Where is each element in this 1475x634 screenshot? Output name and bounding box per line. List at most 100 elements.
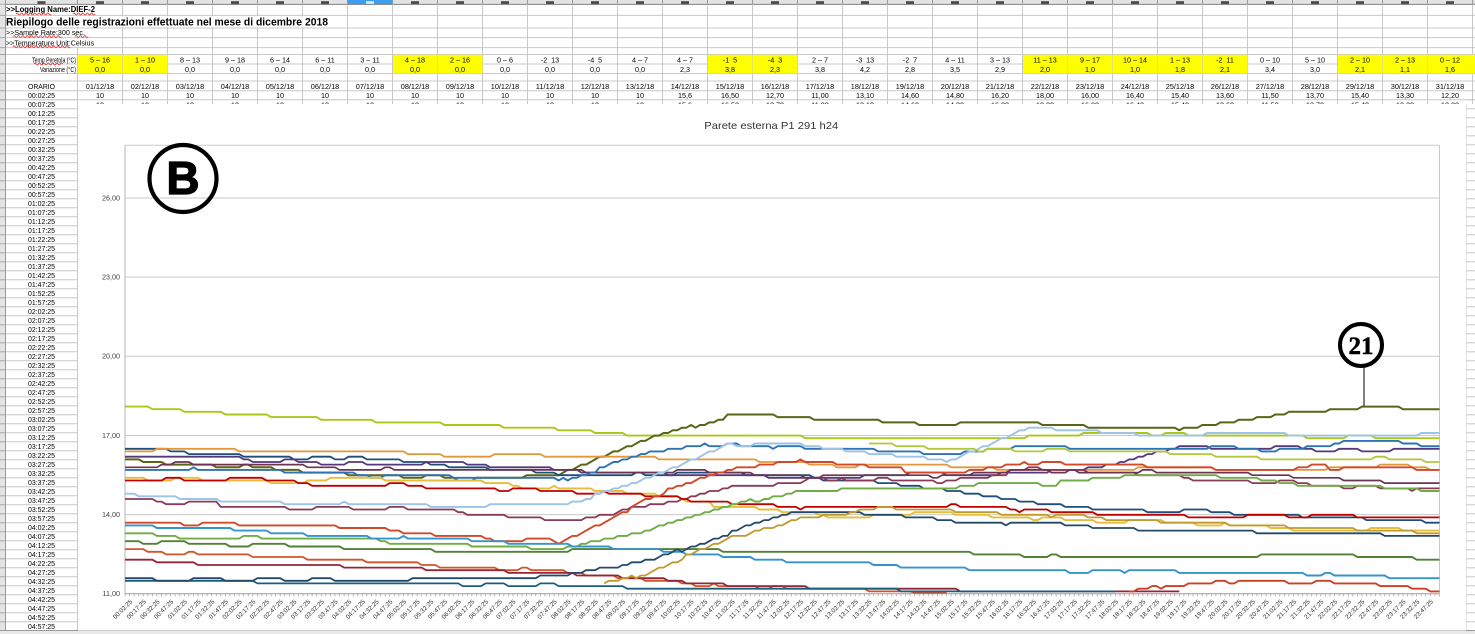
svg-text:0,0: 0,0 [455,65,465,74]
svg-text:2 – 7: 2 – 7 [812,56,828,65]
svg-text:02:47:25: 02:47:25 [28,388,55,397]
svg-text:02:52:25: 02:52:25 [28,397,55,406]
svg-text:3,0: 3,0 [1310,65,1320,74]
svg-text:01:42:25: 01:42:25 [28,271,55,280]
svg-text:03:12:25: 03:12:25 [28,433,55,442]
svg-text:04:22:25: 04:22:25 [28,559,55,568]
svg-text:11 – 13: 11 – 13 [1033,56,1056,65]
svg-text:05/12/18: 05/12/18 [266,82,295,91]
svg-text:1 – 13: 1 – 13 [1170,56,1190,65]
svg-text:01:27:25: 01:27:25 [28,244,55,253]
svg-text:4 – 7: 4 – 7 [677,56,693,65]
svg-text:10: 10 [276,91,284,100]
svg-text:>>Temperature Unit:Celsius: >>Temperature Unit:Celsius [6,38,94,47]
svg-text:10: 10 [591,91,599,100]
svg-text:0,0: 0,0 [95,65,105,74]
svg-text:1,0: 1,0 [1085,65,1095,74]
svg-text:0,0: 0,0 [140,65,150,74]
svg-text:04:57:25: 04:57:25 [28,622,55,631]
svg-text:02:42:25: 02:42:25 [28,379,55,388]
svg-text:02:22:25: 02:22:25 [28,343,55,352]
svg-text:10/12/18: 10/12/18 [491,82,520,91]
svg-text:01:17:25: 01:17:25 [28,226,55,235]
svg-text:03:32:25: 03:32:25 [28,469,55,478]
svg-text:6 – 11: 6 – 11 [315,56,334,65]
svg-text:02:07:25: 02:07:25 [28,316,55,325]
svg-text:0,0: 0,0 [185,65,195,74]
svg-text:08/12/18: 08/12/18 [401,82,430,91]
svg-text:01/12/18: 01/12/18 [86,82,115,91]
svg-text:3,5: 3,5 [950,65,960,74]
svg-text:17/12/18: 17/12/18 [806,82,835,91]
svg-text:17,00: 17,00 [102,431,120,440]
svg-text:10: 10 [321,91,329,100]
svg-text:02:32:25: 02:32:25 [28,361,55,370]
svg-text:03:17:25: 03:17:25 [28,442,55,451]
svg-text:14/12/18: 14/12/18 [671,82,700,91]
svg-text:00:17:25: 00:17:25 [28,118,55,127]
svg-text:-2 7: -2 7 [903,56,917,65]
svg-text:13,60: 13,60 [1216,91,1234,100]
svg-text:0 – 10: 0 – 10 [1260,56,1280,65]
svg-text:16,50: 16,50 [721,91,739,100]
svg-text:12,70: 12,70 [766,91,784,100]
svg-text:30/12/18: 30/12/18 [1391,82,1420,91]
svg-text:4 – 18: 4 – 18 [405,56,425,65]
svg-text:03:22:25: 03:22:25 [28,451,55,460]
svg-text:-4 3: -4 3 [768,56,782,65]
svg-text:01:32:25: 01:32:25 [28,253,55,262]
svg-text:>>Logging Name:DIEF-2: >>Logging Name:DIEF-2 [6,4,95,14]
svg-text:8 – 13: 8 – 13 [180,56,200,65]
svg-text:00:32:25: 00:32:25 [28,145,55,154]
svg-text:04:47:25: 04:47:25 [28,604,55,613]
svg-text:31/12/18: 31/12/18 [1436,82,1465,91]
svg-text:5 – 16: 5 – 16 [90,56,110,65]
svg-text:-3 13: -3 13 [856,56,874,65]
svg-text:2 – 13: 2 – 13 [1395,56,1415,65]
svg-text:03:37:25: 03:37:25 [28,478,55,487]
svg-text:11/12/18: 11/12/18 [536,82,565,91]
svg-text:14,80: 14,80 [946,91,964,100]
svg-text:04:12:25: 04:12:25 [28,541,55,550]
svg-text:27/12/18: 27/12/18 [1256,82,1285,91]
svg-text:0,0: 0,0 [275,65,285,74]
svg-text:00:37:25: 00:37:25 [28,154,55,163]
svg-text:Temp Peretola (°C): Temp Peretola (°C) [32,56,76,65]
svg-text:2 – 16: 2 – 16 [450,56,470,65]
svg-text:10: 10 [141,91,149,100]
svg-text:Variazione (°C): Variazione (°C) [40,65,76,74]
svg-text:03/12/18: 03/12/18 [176,82,205,91]
svg-text:00:52:25: 00:52:25 [28,181,55,190]
svg-text:2 – 10: 2 – 10 [1350,56,1370,65]
svg-text:2,3: 2,3 [680,65,690,74]
svg-text:13,70: 13,70 [1306,91,1324,100]
svg-text:01:22:25: 01:22:25 [28,235,55,244]
svg-text:01:57:25: 01:57:25 [28,298,55,307]
svg-text:20/12/18: 20/12/18 [941,82,970,91]
svg-text:15,6: 15,6 [678,91,692,100]
svg-text:0,0: 0,0 [590,65,600,74]
svg-text:10: 10 [501,91,509,100]
svg-text:03:27:25: 03:27:25 [28,460,55,469]
svg-text:14,00: 14,00 [102,510,120,519]
svg-text:00:42:25: 00:42:25 [28,163,55,172]
svg-text:10: 10 [456,91,464,100]
svg-text:02:12:25: 02:12:25 [28,325,55,334]
svg-text:02/12/18: 02/12/18 [131,82,160,91]
svg-text:6 – 14: 6 – 14 [270,56,290,65]
svg-text:18/12/18: 18/12/18 [851,82,880,91]
svg-text:0,0: 0,0 [635,65,645,74]
svg-text:10: 10 [366,91,374,100]
svg-text:14,60: 14,60 [901,91,919,100]
svg-text:0,0: 0,0 [230,65,240,74]
svg-text:23/12/18: 23/12/18 [1076,82,1105,91]
svg-text:03:52:25: 03:52:25 [28,505,55,514]
svg-text:10: 10 [636,91,644,100]
svg-text:16,40: 16,40 [1126,91,1144,100]
svg-text:-2 13: -2 13 [541,56,559,65]
svg-text:02:27:25: 02:27:25 [28,352,55,361]
svg-text:11,50: 11,50 [1261,91,1278,100]
svg-text:21: 21 [1349,333,1374,360]
svg-text:13/12/18: 13/12/18 [626,82,655,91]
svg-text:01:07:25: 01:07:25 [28,208,55,217]
